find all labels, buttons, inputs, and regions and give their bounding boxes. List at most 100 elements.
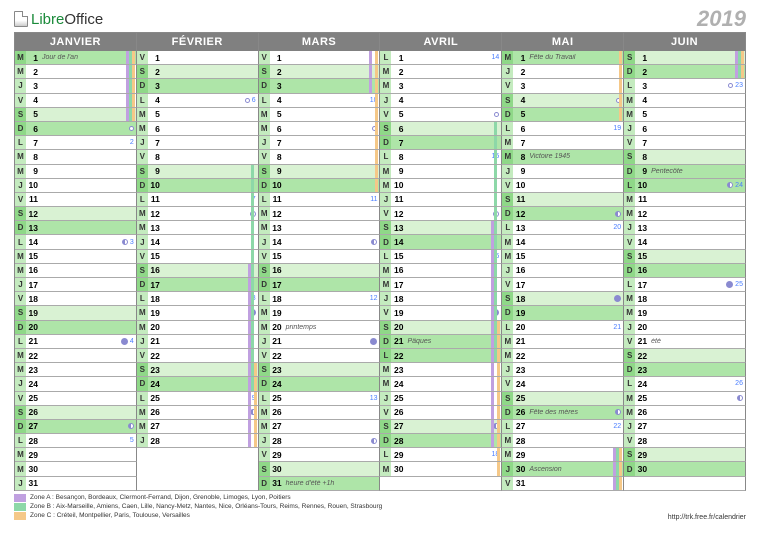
day-cell: V4 bbox=[15, 94, 137, 108]
day-cell: D7 bbox=[380, 136, 502, 150]
moon-icon bbox=[122, 239, 128, 245]
day-of-week: L bbox=[502, 321, 513, 334]
day-of-week: V bbox=[137, 349, 148, 362]
day-of-week: S bbox=[380, 420, 391, 433]
day-of-week: J bbox=[380, 292, 391, 305]
day-of-week: D bbox=[137, 278, 148, 291]
day-number: 11 bbox=[513, 194, 528, 204]
day-number: 5 bbox=[270, 109, 285, 119]
day-of-week: J bbox=[502, 264, 513, 277]
vacation-zones bbox=[491, 321, 500, 334]
legend-text: Zone C : Créteil, Montpellier, Paris, To… bbox=[30, 512, 190, 519]
day-number: 25 bbox=[635, 393, 650, 403]
day-cell: J4 bbox=[380, 94, 502, 108]
day-cell: M5 bbox=[259, 108, 381, 122]
day-number: 19 bbox=[513, 308, 528, 318]
day-cell: V24 bbox=[502, 377, 624, 391]
day-of-week: M bbox=[137, 420, 148, 433]
legend-text: Zone A : Besançon, Bordeaux, Clermont-Fe… bbox=[30, 494, 291, 501]
week-number: 20 bbox=[613, 224, 623, 231]
moon-icon bbox=[371, 239, 377, 245]
day-of-week: M bbox=[502, 235, 513, 248]
day-of-week: M bbox=[502, 150, 513, 163]
day-cell: V22 bbox=[259, 349, 381, 363]
day-cell: J3 bbox=[15, 79, 137, 93]
day-of-week: S bbox=[624, 349, 635, 362]
day-of-week: D bbox=[502, 108, 513, 121]
day-of-week: D bbox=[380, 235, 391, 248]
day-number: 30 bbox=[635, 464, 650, 474]
day-of-week: J bbox=[259, 335, 270, 348]
day-of-week: L bbox=[380, 51, 391, 64]
day-label: printemps bbox=[285, 324, 380, 331]
moon-icon bbox=[245, 98, 250, 103]
month-column: AVRILL114M2M3J4V5S6D7L815M9M10J11V12S13D… bbox=[380, 32, 502, 491]
day-of-week: J bbox=[502, 363, 513, 376]
vacation-zones bbox=[248, 420, 257, 433]
day-of-week: L bbox=[259, 193, 270, 206]
day-number: 9 bbox=[635, 166, 650, 176]
vacation-zones bbox=[491, 349, 500, 362]
day-of-week: D bbox=[380, 335, 391, 348]
day-number: 31 bbox=[513, 478, 528, 488]
day-of-week: J bbox=[15, 179, 26, 192]
day-of-week: M bbox=[380, 179, 391, 192]
day-number: 24 bbox=[270, 379, 285, 389]
day-cell: M19 bbox=[624, 306, 746, 320]
day-cell: S2 bbox=[137, 65, 259, 79]
calendar-page: LibreOffice 2019 JANVIERM1Jour de l'anM2… bbox=[0, 0, 760, 537]
day-cell: M13 bbox=[137, 221, 259, 235]
day-of-week: D bbox=[380, 136, 391, 149]
vacation-zones bbox=[369, 165, 378, 178]
day-of-week: M bbox=[624, 207, 635, 220]
day-number: 11 bbox=[391, 194, 406, 204]
vacation-zones bbox=[248, 377, 257, 390]
day-number: 24 bbox=[513, 379, 528, 389]
day-of-week: D bbox=[624, 65, 635, 78]
day-cell: M12 bbox=[624, 207, 746, 221]
day-cell: D24 bbox=[137, 377, 259, 391]
day-of-week: M bbox=[380, 79, 391, 92]
day-cell: M19 bbox=[137, 306, 259, 320]
vacation-zones bbox=[735, 51, 744, 64]
day-of-week: V bbox=[380, 207, 391, 220]
day-cell: J27 bbox=[624, 420, 746, 434]
day-number: 5 bbox=[26, 109, 41, 119]
day-of-week: S bbox=[15, 207, 26, 220]
vacation-zones bbox=[369, 122, 378, 135]
day-of-week: D bbox=[15, 420, 26, 433]
week-number: 21 bbox=[613, 324, 623, 331]
day-number: 17 bbox=[270, 280, 285, 290]
week-number: 6 bbox=[252, 97, 258, 104]
day-of-week: M bbox=[624, 292, 635, 305]
day-cell: M24 bbox=[380, 377, 502, 391]
vacation-zones bbox=[491, 136, 500, 149]
vacation-zones bbox=[248, 363, 257, 376]
month-header: MAI bbox=[502, 32, 624, 51]
day-number: 5 bbox=[148, 109, 163, 119]
day-cell: V7 bbox=[624, 136, 746, 150]
day-number: 7 bbox=[635, 138, 650, 148]
day-number: 26 bbox=[513, 407, 528, 417]
day-number: 8 bbox=[26, 152, 41, 162]
day-of-week: M bbox=[624, 94, 635, 107]
day-cell: S18 bbox=[502, 292, 624, 306]
day-of-week: D bbox=[259, 477, 270, 490]
day-cell: M12 bbox=[259, 207, 381, 221]
header: LibreOffice 2019 bbox=[14, 8, 746, 30]
vacation-zones bbox=[491, 221, 500, 234]
day-of-week: S bbox=[137, 363, 148, 376]
day-of-week: M bbox=[502, 250, 513, 263]
month-column: JANVIERM1Jour de l'anM2J3V4S5D6L72M8M9J1… bbox=[15, 32, 137, 491]
day-number: 17 bbox=[391, 280, 406, 290]
day-cell: J16 bbox=[502, 264, 624, 278]
day-number: 22 bbox=[148, 351, 163, 361]
day-of-week: D bbox=[624, 462, 635, 475]
month-header: MARS bbox=[259, 32, 381, 51]
day-cell: V26 bbox=[380, 406, 502, 420]
vacation-zones bbox=[491, 122, 500, 135]
day-cell: S8 bbox=[624, 150, 746, 164]
day-of-week: V bbox=[502, 179, 513, 192]
day-number: 15 bbox=[26, 251, 41, 261]
day-number: 18 bbox=[148, 294, 163, 304]
